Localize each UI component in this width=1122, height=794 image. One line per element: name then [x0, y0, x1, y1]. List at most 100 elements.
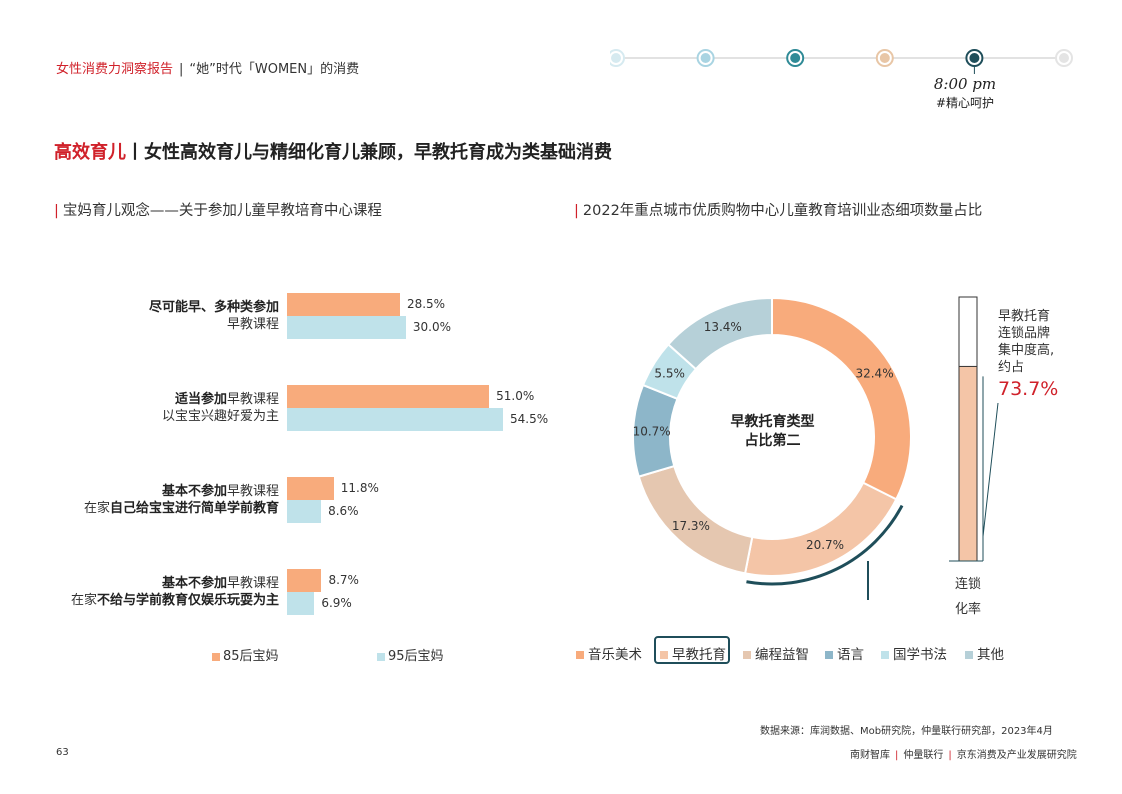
- bar-85: [287, 385, 490, 408]
- legend-swatch: [743, 651, 751, 659]
- category-label: 尽可能早、多种类参加早教课程: [149, 299, 279, 333]
- donut-center-line2: 占比第二: [744, 433, 801, 449]
- legend-swatch: [825, 651, 833, 659]
- legend-swatch: [965, 651, 973, 659]
- data-source: 数据来源：库润数据、Mob研究院，仲量联行研究部，2023年4月: [760, 726, 1053, 737]
- donut-slice-label: 13.4%: [704, 320, 742, 334]
- donut-center-line1: 早教托育类型: [730, 414, 815, 430]
- right-subtitle-text: 2022年重点城市优质购物中心儿童教育培训业态细项数量占比: [582, 203, 983, 219]
- category-label-part: 早教课程: [226, 392, 279, 407]
- legend-label: 语言: [837, 647, 864, 663]
- category-label-part: 不给与学前教育仅娱乐玩耍为主: [96, 593, 279, 608]
- main-heading: 高效育儿丨女性高效育儿与精细化育儿兼顾，早教托育成为类基础消费: [54, 138, 612, 164]
- category-label-part: 在家: [70, 593, 97, 608]
- org-name: 京东消费及产业发展研究院: [956, 750, 1077, 761]
- timeline-dot: [611, 53, 621, 63]
- bar-value-label: 30.0%: [412, 320, 452, 334]
- category-label-part: 基本不参加: [161, 484, 227, 499]
- donut-slice-label: 17.3%: [672, 519, 710, 533]
- category-label-part: 尽可能早、多种类参加: [148, 300, 279, 315]
- donut-slice: [771, 296, 912, 501]
- donut-slice-label: 10.7%: [633, 424, 671, 438]
- gauge-note-line: 连锁品牌: [998, 326, 1051, 341]
- donut-legend-item: 国学书法: [881, 643, 947, 663]
- gauge-note-line: 集中度高,: [998, 343, 1055, 358]
- page-number: 63: [56, 747, 69, 758]
- gauge-fill: [958, 365, 978, 562]
- chain-rate-gauge: [949, 296, 999, 562]
- timeline-time: 8:00 pm: [933, 75, 997, 93]
- legend-label: 国学书法: [893, 647, 947, 663]
- timeline-dot: [879, 53, 890, 63]
- legend-swatch: [881, 651, 889, 659]
- donut-slice: [743, 481, 898, 577]
- org-separator: |: [948, 750, 952, 761]
- right-chart-subtitle: | 2022年重点城市优质购物中心儿童教育培训业态细项数量占比: [574, 199, 982, 220]
- gauge-label: 连锁 化率: [952, 572, 984, 622]
- legend-highlight-box: [654, 636, 730, 664]
- bar-value-label: 6.9%: [321, 596, 352, 610]
- gauge-note-line: 约占: [998, 360, 1025, 375]
- bar-value-label: 8.7%: [328, 573, 359, 587]
- donut-center-text: 早教托育类型 占比第二: [700, 413, 845, 451]
- bar-95: [287, 592, 315, 615]
- category-label-part: 早教课程: [226, 576, 279, 591]
- bar-85: [287, 477, 334, 500]
- donut-slice: [666, 296, 773, 371]
- gauge-note: 早教托育 连锁品牌 集中度高, 约占: [998, 308, 1054, 376]
- donut-legend-item: 编程益智: [743, 643, 809, 663]
- heading-highlight: 高效育儿: [54, 142, 126, 163]
- org-name: 仲量联行: [903, 750, 944, 761]
- report-title: 女性消费力洞察报告: [56, 62, 174, 77]
- donut-legend-item: 其他: [965, 643, 1004, 663]
- bar-value-label: 54.5%: [510, 412, 549, 426]
- subtitle-marker: |: [574, 203, 579, 219]
- gauge-note-line: 早教托育: [998, 309, 1051, 324]
- bar-85: [287, 569, 322, 592]
- bar-legend-item: 95后宝妈: [377, 645, 444, 664]
- legend-label: 音乐美术: [588, 647, 642, 663]
- legend-swatch: [576, 651, 584, 659]
- bar-value-label: 51.0%: [496, 389, 535, 403]
- timeline-dot: [1059, 53, 1069, 63]
- bar-95: [287, 316, 406, 339]
- report-header: 女性消费力洞察报告 | “她”时代「WOMEN」的消费: [56, 58, 359, 77]
- subtitle-marker: |: [54, 203, 59, 219]
- legend-label: 其他: [977, 647, 1004, 663]
- header-separator: |: [179, 62, 184, 77]
- timeline-dot: [969, 53, 980, 63]
- timeline-dot: [700, 53, 711, 63]
- category-label-part: 在家: [83, 501, 110, 516]
- category-label: 基本不参加早教课程在家不给与学前教育仅娱乐玩耍为主: [71, 575, 279, 609]
- legend-label: 95后宝妈: [388, 649, 444, 664]
- category-label-part: 早教课程: [226, 317, 279, 332]
- highlight-connector: [867, 561, 869, 600]
- timeline-tag: #精心呵护: [935, 96, 995, 110]
- gauge-pointer: [982, 402, 999, 537]
- donut-legend-item: 音乐美术: [576, 643, 642, 663]
- org-separator: |: [895, 750, 899, 761]
- gauge-label-line: 化率: [954, 602, 981, 617]
- bar-legend-item: 85后宝妈: [212, 645, 279, 664]
- bar-95: [287, 408, 503, 431]
- legend-swatch: [660, 651, 668, 659]
- heading-text: 女性高效育儿与精细化育儿兼顾，早教托育成为类基础消费: [144, 142, 612, 163]
- heading-separator: 丨: [126, 142, 144, 163]
- legend-swatch: [212, 652, 220, 661]
- donut-slice-label: 20.7%: [806, 538, 844, 552]
- donut-slice-label: 5.5%: [654, 366, 685, 380]
- section-title: “她”时代「WOMEN」的消费: [189, 62, 360, 77]
- organizations: 南财智库 | 仲量联行 | 京东消费及产业发展研究院: [850, 746, 1077, 761]
- timeline: [610, 49, 1073, 74]
- donut-chart: 32.4% 20.7% 17.3% 10.7% 5.5% 13.4%: [632, 296, 912, 600]
- bar-value-label: 11.8%: [340, 481, 379, 495]
- category-label: 适当参加早教课程 以宝宝兴趣好爱为主: [162, 391, 279, 425]
- category-label-part: 早教课程: [226, 484, 279, 499]
- donut-legend-item: 语言: [825, 643, 864, 663]
- left-subtitle-text: 宝妈育儿观念——关于参加儿童早教培育中心课程: [62, 203, 382, 219]
- category-label-part: 基本不参加: [161, 576, 227, 591]
- bar-value-label: 28.5%: [406, 297, 446, 311]
- category-label: 基本不参加早教课程 在家自己给宝宝进行简单学前教育: [84, 483, 279, 517]
- timeline-dot: [790, 53, 801, 63]
- bar-85: [287, 293, 400, 316]
